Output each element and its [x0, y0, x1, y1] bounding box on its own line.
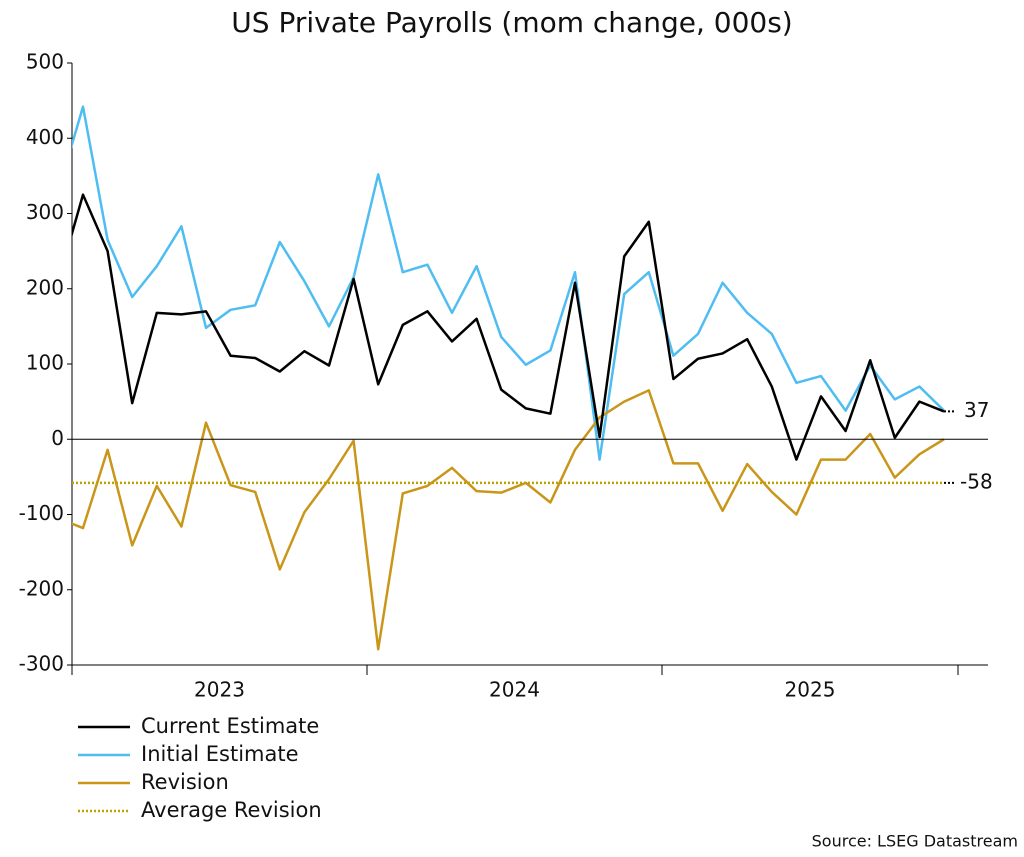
y-tick-label: -300: [19, 652, 64, 676]
series-line: [72, 389, 945, 651]
y-tick-label: 300: [26, 200, 64, 224]
plot-area: [72, 105, 945, 651]
y-tick-label: 400: [26, 125, 64, 149]
y-tick-label: 100: [26, 351, 64, 375]
x-year-label: 2023: [194, 678, 245, 702]
source: Source: LSEG Datastream: [812, 832, 1018, 851]
x-year-label: 2024: [489, 678, 540, 702]
y-tick-label: 0: [51, 426, 64, 450]
value-label: -58: [960, 469, 993, 493]
value-label: 37: [964, 398, 989, 422]
legend-label: Initial Estimate: [141, 742, 299, 766]
y-tick-label: -100: [19, 501, 64, 525]
y-tick-label: 200: [26, 275, 64, 299]
series-line: [72, 105, 945, 461]
legend-label: Revision: [141, 770, 229, 794]
y-tick-label: -200: [19, 576, 64, 600]
series-line: [72, 193, 945, 461]
y-tick-label: 500: [26, 50, 64, 74]
chart-title: US Private Payrolls (mom change, 000s): [231, 6, 792, 39]
legend-label: Current Estimate: [141, 714, 319, 738]
legend-label: Average Revision: [141, 798, 322, 822]
x-year-label: 2025: [785, 678, 836, 702]
